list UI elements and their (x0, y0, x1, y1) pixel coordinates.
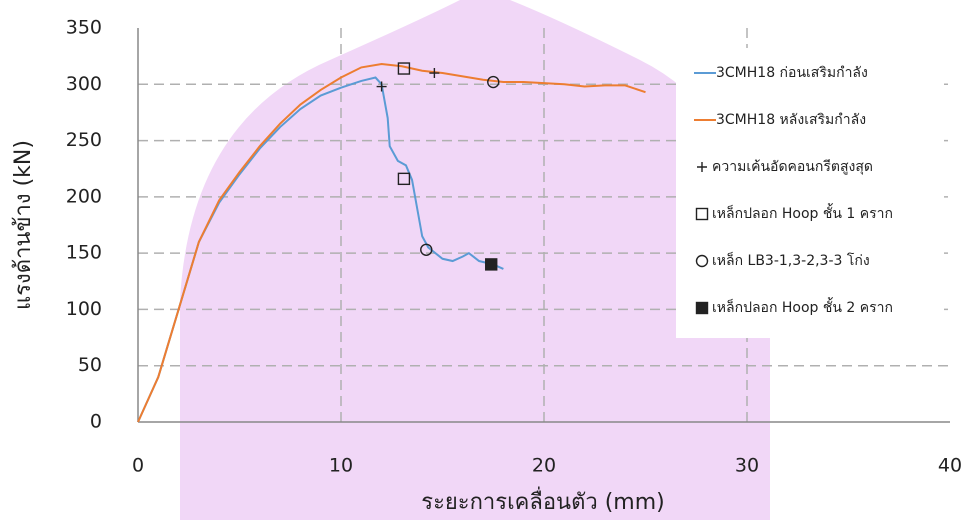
y-tick-label: 0 (90, 411, 102, 433)
marker (485, 258, 498, 271)
marker (697, 162, 707, 172)
y-tick-label: 300 (66, 73, 102, 95)
legend-label: 3CMH18 หลังเสริมกำลัง (716, 112, 866, 128)
legend-box (676, 48, 944, 338)
y-axis-label: แรงด้านข้าง (kN) (11, 140, 36, 310)
x-tick-label: 30 (735, 455, 759, 477)
legend-label: ความเค้นอัดคอนกรีตสูงสุด (712, 159, 873, 175)
y-tick-label: 250 (66, 129, 102, 151)
marker (695, 301, 709, 315)
legend-label: 3CMH18 ก่อนเสริมกำลัง (716, 65, 868, 81)
marker (376, 81, 387, 92)
watermark (180, 0, 770, 520)
marker (487, 75, 500, 89)
marker (695, 207, 709, 221)
marker (429, 68, 440, 79)
y-tick-label: 200 (66, 185, 102, 207)
y-tick-label: 100 (66, 298, 102, 320)
marker (397, 172, 411, 186)
marker (397, 62, 411, 75)
marker (695, 254, 709, 268)
x-tick-label: 40 (938, 455, 962, 477)
x-tick-label: 0 (132, 455, 144, 477)
y-tick-label: 50 (78, 354, 102, 376)
legend-label: เหล็กปลอก Hoop ชั้น 2 คราก (712, 297, 893, 316)
x-axis-label: ระยะการเคลื่อนตัว (mm) (421, 486, 664, 515)
legend-label: เหล็ก LB3-1,3-2,3-3 โก่ง (712, 251, 870, 269)
x-tick-label: 10 (329, 455, 353, 477)
line (137, 63, 646, 423)
marker (420, 243, 433, 256)
y-tick-label: 350 (66, 17, 102, 39)
y-tick-label: 150 (66, 242, 102, 264)
line (137, 76, 504, 423)
legend-label: เหล็กปลอก Hoop ชั้น 1 คราก (712, 203, 893, 222)
x-tick-label: 20 (532, 455, 556, 477)
